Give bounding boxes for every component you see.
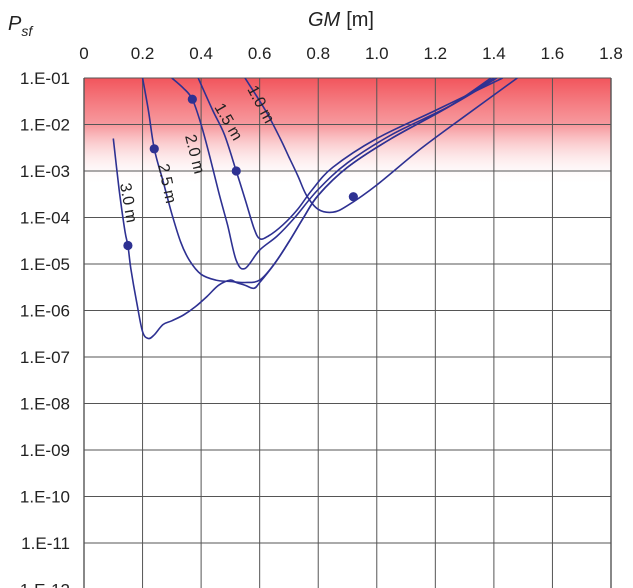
x-tick-label: 1.8 [599, 44, 623, 63]
y-tick-label: 1.E-04 [20, 209, 70, 228]
y-tick-label: 1.E-07 [20, 348, 70, 367]
label-3-0m: 3.0 m [116, 182, 140, 224]
x-tick-label: 0.6 [248, 44, 272, 63]
y-tick-label: 1.E-01 [20, 69, 70, 88]
y-tick-label: 1.E-11 [21, 534, 70, 553]
y-tick-label: 1.E-06 [20, 302, 70, 321]
y-tick-label: 1.E-03 [20, 162, 70, 181]
y-tick-labels: 1.E-01 1.E-02 1.E-03 1.E-04 1.E-05 1.E-06 1.E-… [20, 69, 70, 588]
y-tick-label: 1.E-02 [20, 116, 70, 135]
series-marker-4 [123, 240, 133, 251]
x-axis-unit: [m] [346, 9, 374, 31]
series-curves [112, 78, 518, 340]
y-tick-label: 1.E-05 [20, 255, 70, 274]
x-tick-labels: 0 0.2 0.4 0.6 0.8 1.0 1.2 1.4 1.6 1.8 [79, 44, 623, 63]
grid-lines [83, 77, 612, 588]
y-tick-label: 1.E-10 [20, 488, 70, 507]
y-tick-label: 1.E-09 [20, 441, 70, 460]
series-line-0 [244, 78, 518, 214]
series-marker-3 [149, 144, 159, 154]
y-tick-label: 1.E-12 [20, 581, 70, 588]
x-tick-label: 0 [79, 44, 88, 63]
x-tick-label: 1.2 [424, 44, 448, 63]
series-line-2 [171, 78, 498, 270]
y-tick-label: 1.E-08 [20, 395, 70, 414]
y-axis-title: Psf [8, 13, 34, 39]
x-tick-label: 1.0 [365, 44, 389, 63]
series-line-1 [197, 78, 504, 240]
series-line-4 [112, 78, 492, 340]
series-marker-0 [348, 192, 358, 202]
x-axis-title: GM [m] [308, 9, 374, 31]
x-tick-label: 0.4 [189, 44, 213, 63]
x-tick-label: 1.6 [541, 44, 565, 63]
y-axis-title-subscript: sf [21, 23, 34, 39]
series-marker-2 [187, 94, 197, 104]
x-tick-label: 0.8 [306, 44, 330, 63]
x-tick-label: 0.2 [131, 44, 155, 63]
series-markers [123, 94, 358, 251]
series-marker-1 [231, 166, 241, 176]
x-tick-label: 1.4 [482, 44, 506, 63]
